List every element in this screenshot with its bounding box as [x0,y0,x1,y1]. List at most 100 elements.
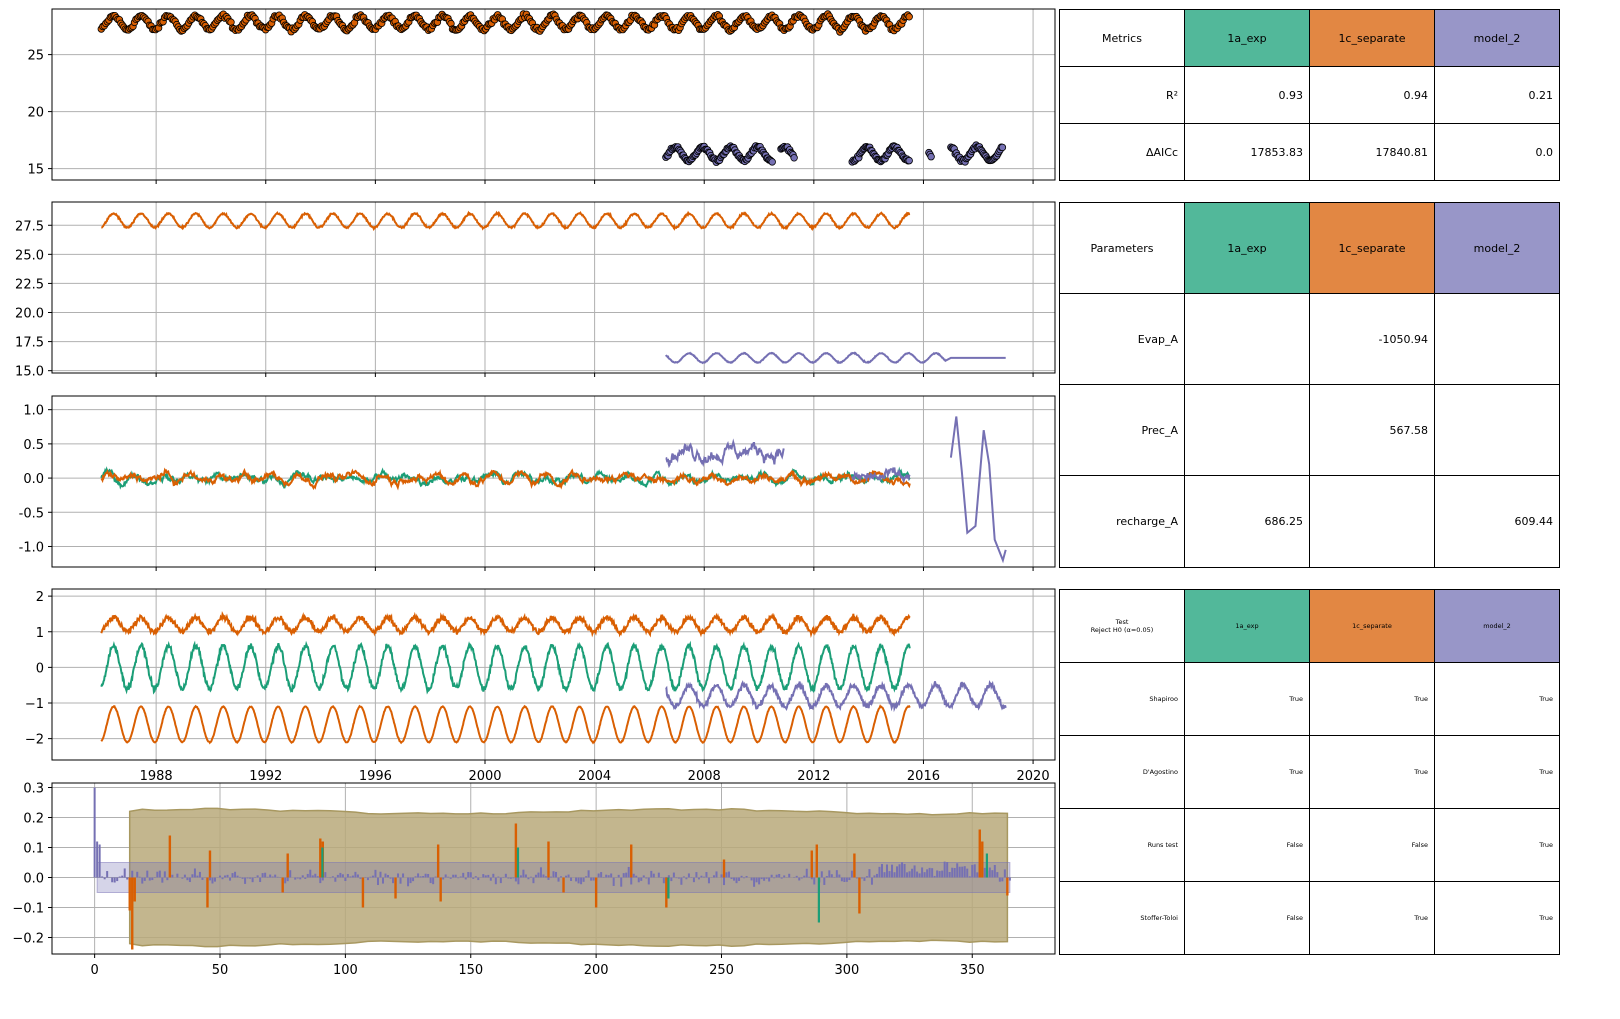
acf-bar [316,876,319,878]
acf-bar [567,874,570,878]
acf-bar [635,875,638,878]
acf-bar [936,870,939,878]
acf-bar [870,877,873,885]
acf-bar [582,877,585,882]
acf-bar [575,877,578,882]
acf-bar [314,873,317,878]
acf-bar [494,877,497,885]
acf-bar [855,877,858,879]
acf-bar [266,876,269,878]
acf-bar [226,874,229,878]
acf-bar [181,877,184,879]
acf-bar [121,875,124,878]
acf-bar-orange [858,877,861,914]
acf-bar [469,872,472,878]
acf-bar [835,870,838,878]
acf-bar [532,877,535,884]
tests-table: Test Reject H0 (α=0.05) 1a_exp 1c_separa… [1059,589,1560,955]
acf-bar [645,877,648,879]
params-cell: 567.58 [1309,384,1435,476]
acf-bar [828,870,831,878]
acf-bar [585,876,588,878]
acf-bar [96,841,99,878]
acf-bar [868,869,871,878]
acf-bar [106,871,109,878]
acf-bar [547,877,550,880]
acf-bar [321,877,324,881]
acf-bar-orange [547,841,550,878]
acf-bar [911,868,914,878]
tests-header-1c-separate: 1c_separate [1309,589,1435,663]
acf-bar [973,864,976,878]
y-tick-label: 0.3 [23,782,44,797]
acf-bar [432,877,435,885]
acf-bar [376,877,379,886]
residual-line-purple [851,466,911,484]
acf-bar [928,867,931,878]
acf-bar-orange [815,844,818,878]
x-tick-label: 2020 [1017,769,1050,784]
contribution-line-green [100,640,911,695]
acf-bar [484,875,487,878]
acf-bar [331,876,334,878]
acf-bar [524,874,527,878]
acf-bar [397,873,400,878]
params-cell: 609.44 [1434,475,1560,568]
acf-bar [211,877,214,884]
acf-bar [239,876,242,878]
metrics-cell: 17840.81 [1309,123,1435,181]
acf-bar [371,875,374,878]
acf-bar [993,865,996,878]
acf-bar [690,876,693,878]
acf-bar-orange [978,829,981,878]
acf-bar-orange [281,877,284,893]
parameters-table: Parameters 1a_exp 1c_separate model_2 Ev… [1059,202,1560,568]
acf-bar [256,875,259,878]
acf-bar [148,877,151,881]
acf-bar-orange [128,877,131,911]
acf-bar-orange [630,844,633,878]
acf-bar [738,877,741,881]
acf-bar [399,877,402,884]
acf-bar [389,877,392,879]
acf-bar [346,873,349,878]
acf-bar [640,877,643,881]
y-tick-label: -0.5 [19,506,44,521]
acf-bar [158,870,161,878]
params-row-label: recharge_A [1059,475,1185,568]
acf-bar [893,872,896,878]
residual-line-orange [100,467,911,491]
metrics-row-label: ΔAICc [1059,123,1185,181]
simulation-line-purple [665,351,1006,365]
acf-bar [810,877,813,880]
acf-bar [196,875,199,878]
params-header-1a-exp: 1a_exp [1184,202,1310,294]
acf-bar [946,862,949,878]
contribution-line-orange [100,610,911,639]
metrics-header-1c-separate: 1c_separate [1309,9,1435,67]
acf-bar [163,871,166,878]
x-tick-label: 200 [584,963,609,978]
acf-bar [221,877,224,880]
tests-cell: True [1434,662,1560,736]
acf-bar [667,875,670,878]
scatter-point [905,156,913,165]
acf-bar [374,869,377,878]
acf-bar [923,872,926,878]
acf-bar [146,870,149,878]
acf-bar [141,877,144,884]
tests-cell: False [1309,808,1435,882]
acf-bar [417,873,420,878]
acf-bar [682,876,685,878]
acf-bar [213,877,216,882]
x-tick-label: 1996 [359,769,392,784]
acf-bar [823,877,826,885]
acf-bar [926,869,929,878]
acf-bar [680,877,683,885]
acf-bar [966,868,969,878]
acf-bar [778,874,781,878]
scatter-point [927,152,935,161]
acf-bar [753,877,756,887]
tests-header-line1: Test [1115,618,1129,626]
acf-bar [387,874,390,878]
